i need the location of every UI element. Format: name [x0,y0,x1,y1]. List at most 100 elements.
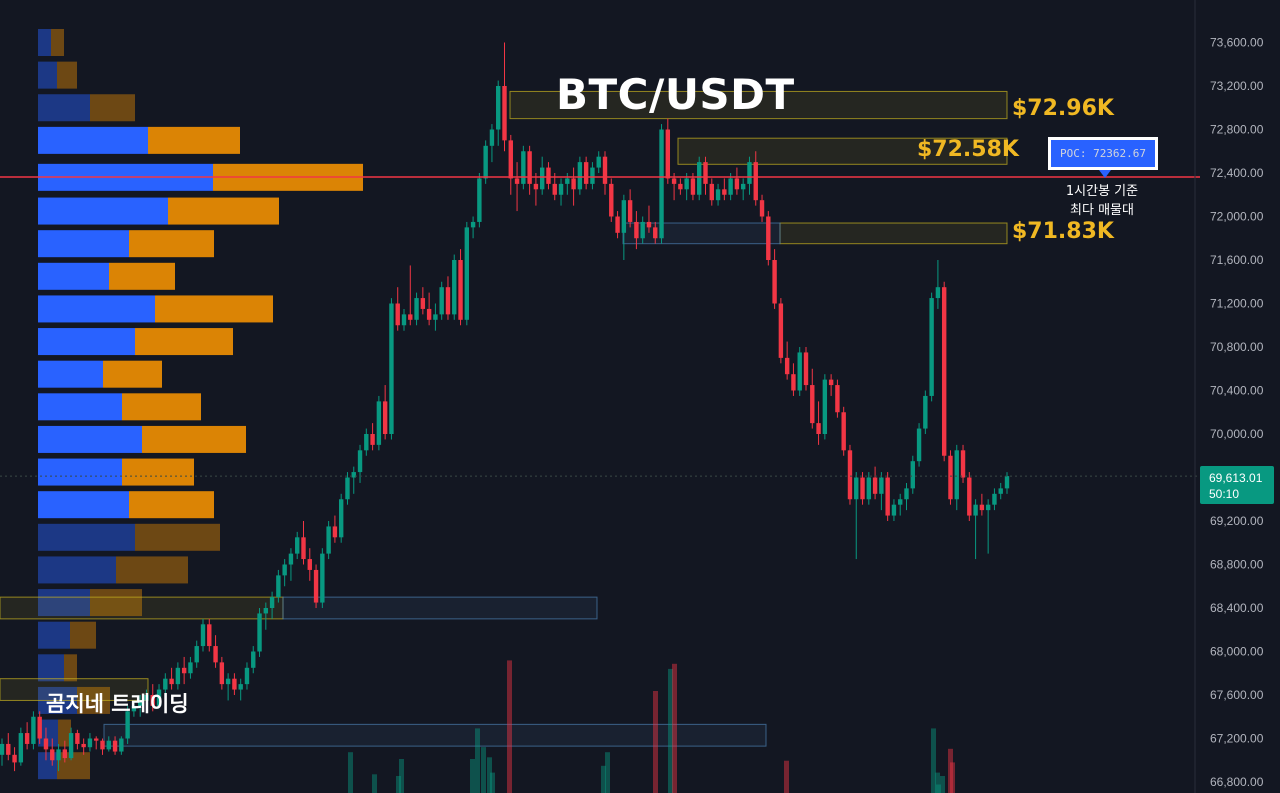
candle-body [137,700,143,706]
profile-sell-bar [103,360,162,388]
candle-body [552,183,557,195]
volume-bar [940,776,945,793]
candle-body [697,162,702,195]
price-tick-label: 72,400.00 [1210,166,1264,180]
profile-sell-bar [122,458,194,486]
volume-bar [948,748,953,793]
candle-body [364,434,369,451]
candle-body [219,662,225,685]
profile-sell-bar [57,61,77,89]
candle-body [213,646,218,663]
candle-body [521,151,526,184]
profile-sell-bar [57,752,90,780]
volume-profile [38,29,363,780]
candle-body [615,216,620,233]
candle-body [370,434,375,445]
volume-bar [668,668,673,793]
candle-body [791,374,796,391]
candle-body [759,200,765,217]
price-tick-label: 72,000.00 [1210,210,1264,224]
candle-body [929,298,934,396]
volume-bars [348,660,955,793]
candle-body [992,493,997,505]
profile-buy-bar [38,197,168,225]
candle-body [477,178,482,222]
candle-body [577,162,583,190]
volume-bar [470,759,475,793]
candle-body [452,260,457,315]
poc-note-line-2: 최다 매물대 [1070,203,1134,218]
candle-body [320,553,325,603]
profile-buy-bar [38,360,103,388]
profile-sell-bar [135,328,233,356]
candle-body [985,504,991,511]
candle-body [941,287,947,456]
profile-buy-bar [38,491,129,519]
profile-buy-bar [38,94,90,122]
profile-buy-bar [38,393,122,421]
candle-body [12,754,17,763]
candle-body [332,526,338,538]
candle-body [496,86,501,130]
price-tick-label: 72,800.00 [1210,123,1264,137]
candle-body [313,569,319,603]
candle-body [445,287,451,315]
candle-body [307,559,312,570]
candle-body [6,743,11,755]
candle-body [508,140,513,179]
candle-body [426,308,432,320]
candle-body [885,477,890,516]
candle-body [1004,476,1010,489]
candle-body [100,740,105,750]
candle-body [326,526,331,554]
candle-countdown: 50:10 [1209,487,1240,501]
price-tick-label: 66,800.00 [1210,775,1264,789]
profile-sell-bar [70,621,96,649]
candle-body [464,227,470,320]
candle-body [854,477,859,500]
candle-body [408,314,413,320]
price-axis[interactable]: 73,600.00 73,200.00 72,800.00 72,400.00 72,0… [1194,0,1264,793]
candle-body [816,423,821,434]
candle-body [401,314,407,326]
candles [0,42,1010,772]
candle-body [734,178,740,190]
price-zone [677,137,1008,165]
candle-body [269,597,275,608]
candle-body [634,221,639,239]
candle-body [583,162,589,184]
level-label-72960: $72.96K [1012,96,1114,122]
candle-body [345,477,350,500]
price-tick-label: 69,200.00 [1210,514,1264,528]
profile-sell-bar [109,262,175,290]
candle-body [998,488,1003,494]
price-zone [0,596,284,620]
candle-body [558,183,564,195]
profile-sell-bar [64,654,77,682]
candle-body [565,178,570,184]
profile-sell-bar [116,556,188,584]
candle-body [841,412,846,451]
candle-body [835,385,840,413]
poc-label[interactable]: POC: 72362.67 [1048,137,1158,170]
candle-body [973,504,978,516]
chart-title: BTC/USDT [556,70,795,119]
candle-body [420,298,426,309]
volume-bar [396,776,401,793]
candle-body [37,716,42,739]
candle-body [433,314,438,320]
candle-body [156,689,162,706]
profile-buy-bar [38,523,135,551]
candle-body [125,711,130,739]
candle-body [766,216,771,260]
candle-body [338,499,344,538]
price-tick-label: 67,200.00 [1210,732,1264,746]
level-label-72580: $72.58K [917,137,1019,163]
candle-body [351,472,356,478]
candle-body [872,477,878,494]
candle-body [728,178,733,195]
candle-body [684,178,689,190]
candle-body [288,553,294,565]
candle-body [935,287,941,299]
